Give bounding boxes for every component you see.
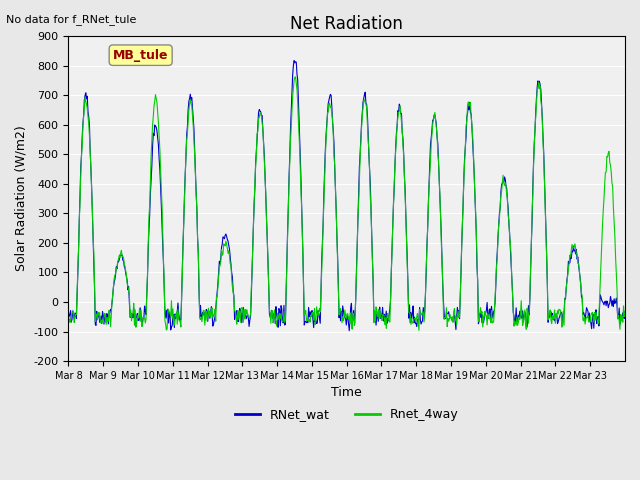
Rnet_4way [292,74,300,80]
Line: Rnet_4way: Rnet_4way [68,77,625,330]
Rnet_4way [260,142,268,148]
RNet_wat [65,311,72,317]
Rnet_4way [65,312,72,317]
Title: Net Radiation: Net Radiation [291,15,403,33]
RNet_wat [281,322,289,328]
Rnet_4way [281,319,289,325]
Text: MB_tule: MB_tule [113,48,168,62]
Text: No data for f_RNet_tule: No data for f_RNet_tule [6,14,137,25]
RNet_wat [437,215,445,220]
Rnet_4way [130,300,138,306]
RNet_wat [406,302,413,308]
RNet_wat [621,310,629,315]
Rnet_4way [232,315,240,321]
RNet_wat [346,328,353,334]
Rnet_4way [405,310,413,315]
Y-axis label: Solar Radiation (W/m2): Solar Radiation (W/m2) [15,126,28,271]
Line: RNet_wat: RNet_wat [68,60,625,331]
RNet_wat [232,312,240,318]
RNet_wat [130,304,138,310]
RNet_wat [291,58,298,63]
Legend: RNet_wat, Rnet_4way: RNet_wat, Rnet_4way [230,403,463,426]
Rnet_4way [415,327,423,333]
RNet_wat [260,140,268,145]
X-axis label: Time: Time [332,386,362,399]
Rnet_4way [621,309,629,314]
Rnet_4way [437,219,445,225]
